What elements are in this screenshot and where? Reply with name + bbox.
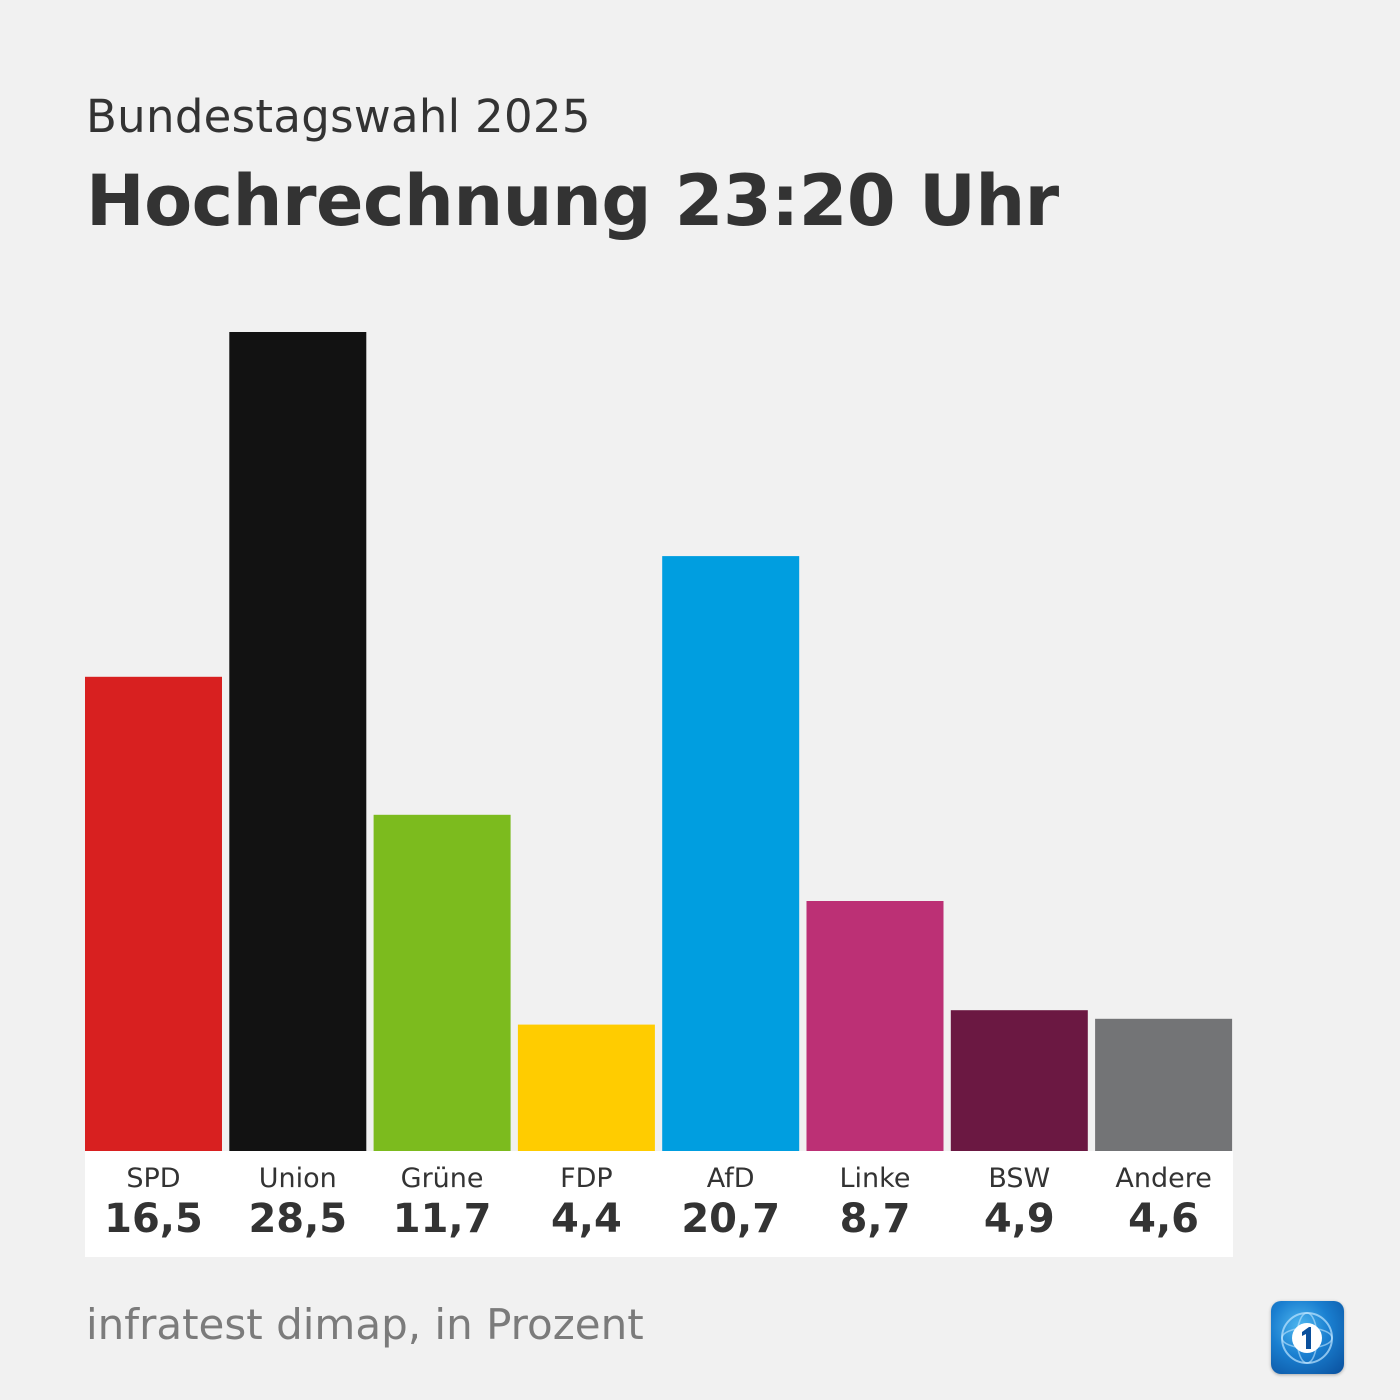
category-label: Linke	[839, 1163, 911, 1194]
bar-label-bsw: BSW 4,9	[951, 1151, 1088, 1242]
value-label: 28,5	[248, 1196, 348, 1242]
value-label: 4,4	[550, 1196, 622, 1242]
category-label: AfD	[706, 1163, 755, 1194]
category-label: Andere	[1115, 1163, 1212, 1194]
category-label: BSW	[988, 1163, 1051, 1194]
category-label: FDP	[560, 1163, 613, 1194]
source-note: infratest dimap, in Prozent	[86, 1300, 644, 1349]
category-label: Union	[258, 1163, 337, 1194]
bar-label-gr-ne: Grüne 11,7	[374, 1151, 511, 1242]
category-label: SPD	[126, 1163, 181, 1194]
bar-label-panel: SPD 16,5 Union 28,5 Grüne 11,7 FDP 4,4 AfD 20,7 Li…	[85, 1151, 1233, 1257]
bar-spd	[85, 676, 222, 1151]
bar-label-afd: AfD 20,7	[662, 1151, 799, 1242]
chart-title: Hochrechnung 23:20 Uhr	[86, 160, 1059, 242]
value-label: 20,7	[681, 1196, 781, 1242]
value-label: 4,9	[983, 1196, 1055, 1242]
bar-andere	[1095, 1018, 1233, 1151]
category-label: Grüne	[400, 1163, 484, 1194]
value-label: 8,7	[839, 1196, 911, 1242]
ard-tagesschau-logo-icon	[1271, 1301, 1344, 1374]
value-label: 4,6	[1128, 1196, 1200, 1242]
bar-afd	[662, 556, 800, 1151]
bar-label-union: Union 28,5	[229, 1151, 366, 1242]
bar-label-spd: SPD 16,5	[85, 1151, 222, 1242]
bar-linke	[806, 901, 944, 1151]
value-label: 16,5	[104, 1196, 203, 1242]
chart-subtitle: Bundestagswahl 2025	[86, 90, 591, 143]
bar-union	[229, 332, 367, 1151]
bar-label-linke: Linke 8,7	[807, 1151, 944, 1242]
bar-gr-ne	[373, 814, 511, 1151]
bar-label-andere: Andere 4,6	[1095, 1151, 1232, 1242]
bar-label-fdp: FDP 4,4	[518, 1151, 655, 1242]
value-label: 11,7	[392, 1196, 492, 1242]
bar-bsw	[950, 1010, 1088, 1151]
bar-fdp	[517, 1024, 655, 1151]
